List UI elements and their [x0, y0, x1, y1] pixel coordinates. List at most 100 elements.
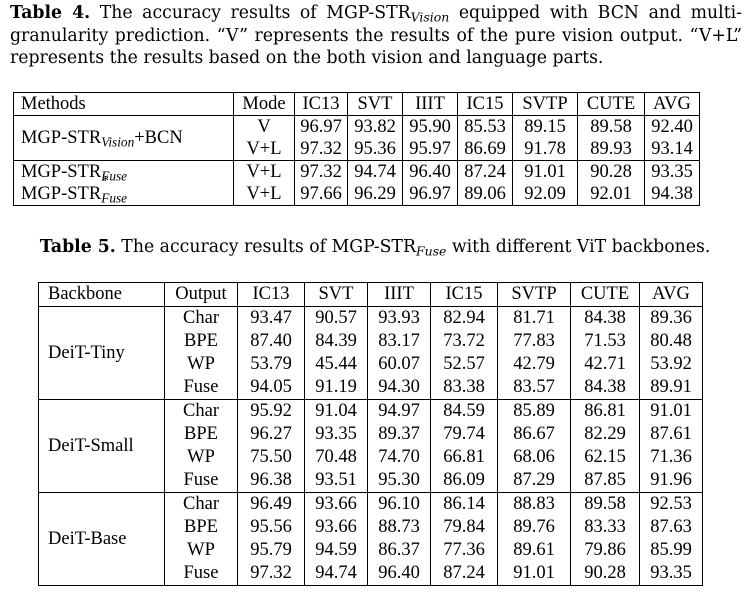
table5-caption-label: Table 5. — [39, 237, 116, 257]
value-cell: 91.01 — [512, 160, 578, 183]
value-cell: 91.01 — [639, 399, 703, 423]
value-cell: 89.06 — [457, 183, 513, 206]
value-cell: 86.81 — [570, 399, 640, 423]
value-cell: 95.90 — [402, 115, 458, 138]
value-cell: 95.36 — [347, 138, 403, 161]
value-cell: 84.39 — [304, 330, 368, 353]
value-cell: 85.89 — [497, 399, 571, 423]
value-cell: 82.94 — [430, 306, 498, 330]
method-subscript: Vision — [101, 134, 135, 150]
value-cell: 60.07 — [367, 353, 431, 376]
value-cell: 87.29 — [497, 469, 571, 493]
mode-cell: V+L — [233, 183, 295, 206]
table5-header-svtp: SVTP — [497, 282, 571, 307]
value-cell: 71.36 — [639, 446, 703, 469]
table5-header-iiit: IIIT — [367, 282, 431, 307]
value-cell: 83.57 — [497, 376, 571, 400]
value-cell: 93.66 — [304, 516, 368, 539]
value-cell: 95.79 — [237, 539, 305, 562]
table5-caption-subscript: Fuse — [415, 243, 447, 259]
value-cell: 89.37 — [367, 423, 431, 446]
value-cell: 97.32 — [237, 562, 305, 586]
backbone-cell: DeiT-Small — [38, 399, 165, 493]
value-cell: 91.01 — [497, 562, 571, 586]
value-cell: 87.24 — [457, 160, 513, 183]
output-cell: Char — [164, 399, 238, 423]
value-cell: 86.69 — [457, 138, 513, 161]
output-cell: WP — [164, 446, 238, 469]
value-cell: 83.17 — [367, 330, 431, 353]
value-cell: 97.32 — [294, 160, 348, 183]
value-cell: 84.38 — [570, 306, 640, 330]
output-cell: Fuse — [164, 562, 238, 586]
table-row: WP 95.79 94.59 86.37 77.36 89.61 79.86 85.99 — [39, 539, 703, 562]
value-cell: 89.36 — [639, 306, 703, 330]
table5-header-cute: CUTE — [570, 282, 640, 307]
value-cell: 85.99 — [639, 539, 703, 562]
value-cell: 84.59 — [430, 399, 498, 423]
value-cell: 83.33 — [570, 516, 640, 539]
table4: Methods Mode IC13 SVT IIIT IC15 SVTP CUTE AVG MG… — [13, 92, 700, 206]
table5-header-backbone: Backbone — [38, 282, 165, 307]
value-cell: 91.04 — [304, 399, 368, 423]
table4-header-iiit: IIIT — [402, 92, 458, 116]
value-cell: 87.63 — [639, 516, 703, 539]
value-cell: 79.86 — [570, 539, 640, 562]
value-cell: 93.47 — [237, 306, 305, 330]
value-cell: 82.29 — [570, 423, 640, 446]
value-cell: 89.93 — [577, 138, 645, 161]
value-cell: 92.53 — [639, 492, 703, 516]
table5-header-ic15: IC15 — [430, 282, 498, 307]
value-cell: 89.76 — [497, 516, 571, 539]
value-cell: 83.38 — [430, 376, 498, 400]
table5-header-ic13: IC13 — [237, 282, 305, 307]
value-cell: 80.48 — [639, 330, 703, 353]
table-row: WP 75.50 70.48 74.70 66.81 68.06 62.15 71.36 — [39, 446, 703, 469]
value-cell: 42.79 — [497, 353, 571, 376]
mode-cell: V — [233, 115, 295, 138]
value-cell: 93.93 — [367, 306, 431, 330]
table4-header-svt: SVT — [347, 92, 403, 116]
value-cell: 92.01 — [577, 183, 645, 206]
value-cell: 66.81 — [430, 446, 498, 469]
mode-cell: V+L — [233, 160, 295, 183]
value-cell: 89.58 — [570, 492, 640, 516]
table5-caption-text-after: with different ViT backbones. — [446, 237, 711, 257]
value-cell: 52.57 — [430, 353, 498, 376]
value-cell: 89.61 — [497, 539, 571, 562]
table-row: V+L 97.32 95.36 95.97 86.69 91.78 89.93 93.14 — [14, 138, 700, 161]
backbone-cell: DeiT-Base — [38, 492, 165, 586]
table4-header-svtp: SVTP — [512, 92, 578, 116]
output-cell: BPE — [164, 330, 238, 353]
table5-caption: Table 5. The accuracy results of MGP-STR… — [0, 236, 750, 258]
method-subsup: * Fuse — [101, 173, 128, 206]
value-cell: 96.29 — [347, 183, 403, 206]
output-cell: Char — [164, 306, 238, 330]
value-cell: 84.38 — [570, 376, 640, 400]
output-cell: Fuse — [164, 469, 238, 493]
value-cell: 53.92 — [639, 353, 703, 376]
value-cell: 70.48 — [304, 446, 368, 469]
table4-header-avg: AVG — [644, 92, 700, 116]
value-cell: 93.35 — [644, 160, 700, 183]
table5-header-output: Output — [164, 282, 238, 307]
table5-caption-text-before: The accuracy results of MGP-STR — [115, 237, 416, 257]
table-row: BPE 87.40 84.39 83.17 73.72 77.83 71.53 80.48 — [39, 330, 703, 353]
value-cell: 93.82 — [347, 115, 403, 138]
table-row: BPE 95.56 93.66 88.73 79.84 89.76 83.33 87.63 — [39, 516, 703, 539]
value-cell: 93.66 — [304, 492, 368, 516]
value-cell: 89.91 — [639, 376, 703, 400]
method-name: MGP-STR — [21, 128, 102, 148]
table-row: Fuse 96.38 93.51 95.30 86.09 87.29 87.85 91.96 — [39, 469, 703, 493]
value-cell: 96.49 — [237, 492, 305, 516]
value-cell: 94.05 — [237, 376, 305, 400]
value-cell: 88.83 — [497, 492, 571, 516]
value-cell: 94.30 — [367, 376, 431, 400]
table-row: WP 53.79 45.44 60.07 52.57 42.79 42.71 53.92 — [39, 353, 703, 376]
table4-caption-label: Table 4. — [10, 3, 91, 23]
value-cell: 96.38 — [237, 469, 305, 493]
table5-header-avg: AVG — [639, 282, 703, 307]
value-cell: 95.30 — [367, 469, 431, 493]
value-cell: 96.40 — [402, 160, 458, 183]
table5-header-svt: SVT — [304, 282, 368, 307]
